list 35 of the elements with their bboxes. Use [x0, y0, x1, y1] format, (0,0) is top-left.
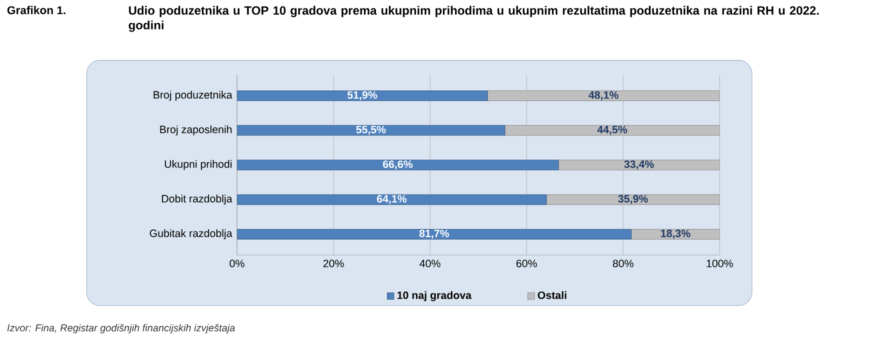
data-label: 33,4% [624, 160, 654, 170]
text: Izvor: Fina, Registar godišnjih financijskih izvještaja [7, 324, 235, 334]
bar [237, 90, 488, 102]
data-label: 81,7% [419, 230, 450, 239]
chart-subtitle: Udio poduzetnika u TOP 10 gradova prema ukupnim prihodima u ukupnim rezultatima poduzetnika na razini RH u 2022. godini [128, 6, 819, 32]
data-label: 18,3% [661, 230, 690, 239]
legend-label: 10 naj gradova [398, 291, 472, 302]
x-tick-label: 40% [420, 260, 440, 268]
text: Grafikon 1. [7, 6, 66, 14]
data-label: 66,6% [383, 160, 413, 170]
x-tick-label: 100% [706, 260, 733, 268]
x-tick-label: 0% [230, 260, 244, 268]
data-label: 48,1% [588, 91, 618, 100]
data-label: 55,5% [356, 126, 386, 135]
bar [237, 228, 632, 240]
data-label: 35,9% [618, 195, 648, 204]
y-tick-label: Dobit razdoblja [162, 194, 232, 205]
data-label: 64,1% [376, 195, 407, 204]
bar [546, 194, 720, 205]
x-tick-label: 80% [612, 260, 634, 268]
bar [237, 194, 547, 205]
y-tick-label: Gubitak razdoblja [150, 229, 232, 240]
bar [558, 160, 720, 170]
legend-label: Ostali [538, 291, 566, 300]
y-tick-label: Broj poduzetnika [154, 90, 232, 101]
bar [487, 90, 720, 102]
bar [237, 160, 559, 170]
y-tick-label: Broj zaposlenih [160, 125, 232, 136]
bar [504, 125, 720, 136]
bar [237, 125, 506, 136]
data-label: 44,5% [597, 126, 628, 135]
y-tick-label: Ukupni prihodi [164, 160, 232, 170]
x-tick-label: 20% [323, 260, 344, 268]
x-tick-label: 60% [516, 260, 537, 268]
data-label: 51,9% [347, 91, 378, 100]
